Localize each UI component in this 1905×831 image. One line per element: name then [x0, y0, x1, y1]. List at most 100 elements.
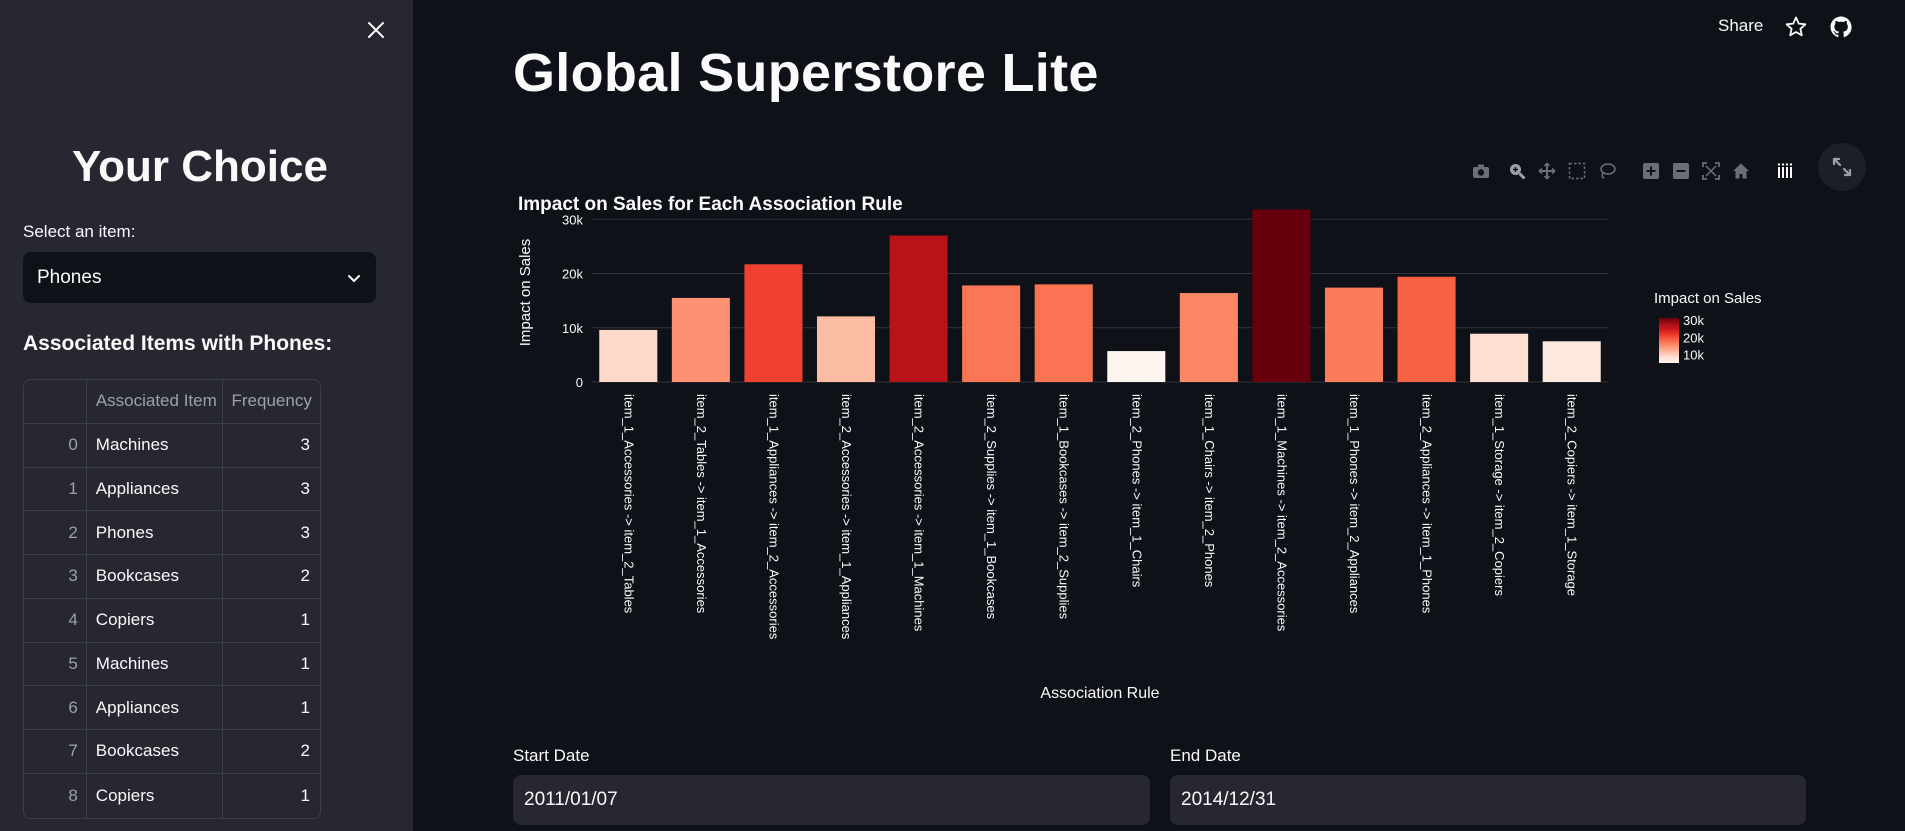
zoom-icon[interactable] [1506, 160, 1528, 182]
select-value: Phones [37, 266, 102, 288]
sidebar: Your Choice Select an item: Phones Assoc… [0, 0, 413, 831]
table-row[interactable]: 1 Appliances 3 [24, 467, 320, 512]
table-row[interactable]: 6 Appliances 1 [24, 686, 320, 730]
table-header-frequency[interactable]: Frequency [231, 391, 312, 411]
select-label: Select an item: [23, 222, 136, 241]
row-index: 4 [24, 598, 87, 642]
table-row[interactable]: 8 Copiers 1 [24, 773, 320, 818]
associated-item-cell: Copiers [87, 773, 224, 818]
row-index: 3 [24, 555, 87, 598]
bar [962, 285, 1021, 382]
row-index: 1 [24, 467, 87, 511]
start-date-label: Start Date [513, 746, 590, 765]
y-axis-title: Impact on Sales [517, 239, 534, 347]
bar [816, 316, 876, 382]
frequency-cell: 3 [300, 435, 310, 455]
reset-axes-home-icon[interactable] [1730, 160, 1752, 182]
x-tick-label: item_2_Accessories -> item_1_Appliances [839, 394, 854, 640]
end-date-label: End Date [1170, 746, 1241, 765]
github-icon[interactable] [1829, 15, 1853, 39]
colorbar-tick-label: 20k [1683, 330, 1704, 345]
associated-item-cell: Bookcases [87, 730, 224, 773]
item-select[interactable]: Phones [23, 252, 376, 303]
star-icon[interactable] [1784, 15, 1808, 39]
expand-icon [1832, 157, 1852, 177]
chevron-down-icon [348, 274, 360, 282]
colorbar-tick-label: 30k [1683, 313, 1704, 328]
x-tick-label: item_1_Appliances -> item_2_Accessories [766, 394, 781, 640]
x-tick-label: item_1_Machines -> item_2_Accessories [1274, 394, 1289, 632]
bar [744, 264, 803, 382]
frequency-cell: 2 [300, 566, 310, 586]
start-date-input[interactable]: 2011/01/07 [513, 775, 1150, 825]
colorbar [1659, 318, 1679, 363]
bar [1470, 333, 1529, 382]
associated-item-cell: Bookcases [87, 555, 224, 598]
associated-items-heading: Associated Items with Phones: [23, 332, 333, 355]
x-tick-label: item_1_Chairs -> item_2_Phones [1202, 394, 1217, 588]
table-row[interactable]: 3 Bookcases 2 [24, 555, 320, 599]
x-axis-title: Association Rule [1040, 685, 1159, 702]
table-header-index[interactable] [24, 380, 87, 423]
share-button[interactable]: Share [1718, 16, 1764, 35]
table-header-associated-item[interactable]: Associated Item [87, 380, 224, 423]
colorbar-tick-label: 10k [1683, 348, 1704, 363]
y-tick-label: 30k [562, 212, 583, 227]
box-select-icon[interactable] [1566, 160, 1588, 182]
x-tick-label: item_2_Accessories -> item_1_Machines [912, 394, 927, 632]
frequency-cell: 3 [300, 478, 310, 498]
end-date-input[interactable]: 2014/12/31 [1170, 775, 1806, 825]
pan-icon[interactable] [1536, 160, 1558, 182]
row-index: 5 [24, 642, 87, 686]
close-sidebar-button[interactable] [362, 16, 390, 44]
y-tick-label: 10k [562, 321, 583, 336]
frequency-cell: 2 [300, 741, 310, 761]
bar [889, 235, 948, 382]
frequency-cell: 1 [300, 697, 310, 717]
fullscreen-button[interactable] [1818, 143, 1866, 191]
sidebar-title: Your Choice [72, 142, 328, 191]
y-tick-label: 0 [576, 375, 583, 390]
x-tick-label: item_2_Supplies -> item_1_Bookcases [984, 394, 999, 620]
associated-item-cell: Machines [87, 642, 224, 686]
x-tick-label: item_2_Appliances -> item_1_Phones [1420, 394, 1435, 614]
frequency-cell: 1 [300, 653, 310, 673]
lasso-select-icon[interactable] [1596, 160, 1618, 182]
table-row[interactable]: 7 Bookcases 2 [24, 730, 320, 774]
x-tick-label: item_2_Copiers -> item_1_Storage [1565, 394, 1580, 596]
x-tick-label: item_1_Phones -> item_2_Appliances [1347, 394, 1362, 614]
zoom-in-icon[interactable] [1640, 160, 1662, 182]
frequency-cell: 1 [300, 610, 310, 630]
table-row[interactable]: 4 Copiers 1 [24, 598, 320, 643]
colorbar-title: Impact on Sales [1654, 290, 1762, 307]
associated-item-cell: Machines [87, 423, 224, 467]
frequency-cell: 3 [300, 522, 310, 542]
table-row[interactable]: 0 Machines 3 [24, 423, 320, 468]
x-tick-label: item_2_Tables -> item_1_Accessories [694, 394, 709, 614]
bar [1107, 351, 1166, 382]
bar [1179, 293, 1238, 382]
bar [1542, 341, 1601, 382]
associated-item-cell: Copiers [87, 598, 224, 642]
row-index: 7 [24, 730, 87, 773]
x-tick-label: item_1_Accessories -> item_2_Tables [621, 394, 636, 614]
x-tick-label: item_1_Bookcases -> item_2_Supplies [1057, 394, 1072, 620]
table-row[interactable]: 5 Machines 1 [24, 642, 320, 687]
associated-item-cell: Phones [87, 511, 224, 554]
camera-icon[interactable] [1470, 160, 1492, 182]
bar [599, 329, 658, 382]
row-index: 2 [24, 511, 87, 554]
frequency-cell: 1 [300, 785, 310, 805]
association-rule-chart: Impact on Sales for Each Association Rul… [513, 145, 1863, 720]
plotly-logo-icon[interactable] [1774, 160, 1796, 182]
autoscale-icon[interactable] [1700, 160, 1722, 182]
page-title: Global Superstore Lite [513, 43, 1099, 103]
table-row[interactable]: 2 Phones 3 [24, 511, 320, 555]
x-tick-label: item_1_Storage -> item_2_Copiers [1492, 394, 1507, 596]
bar [1034, 284, 1093, 382]
bar [1252, 209, 1311, 382]
y-tick-label: 20k [562, 267, 583, 282]
row-index: 6 [24, 686, 87, 729]
bar [671, 297, 730, 382]
zoom-out-icon[interactable] [1670, 160, 1692, 182]
